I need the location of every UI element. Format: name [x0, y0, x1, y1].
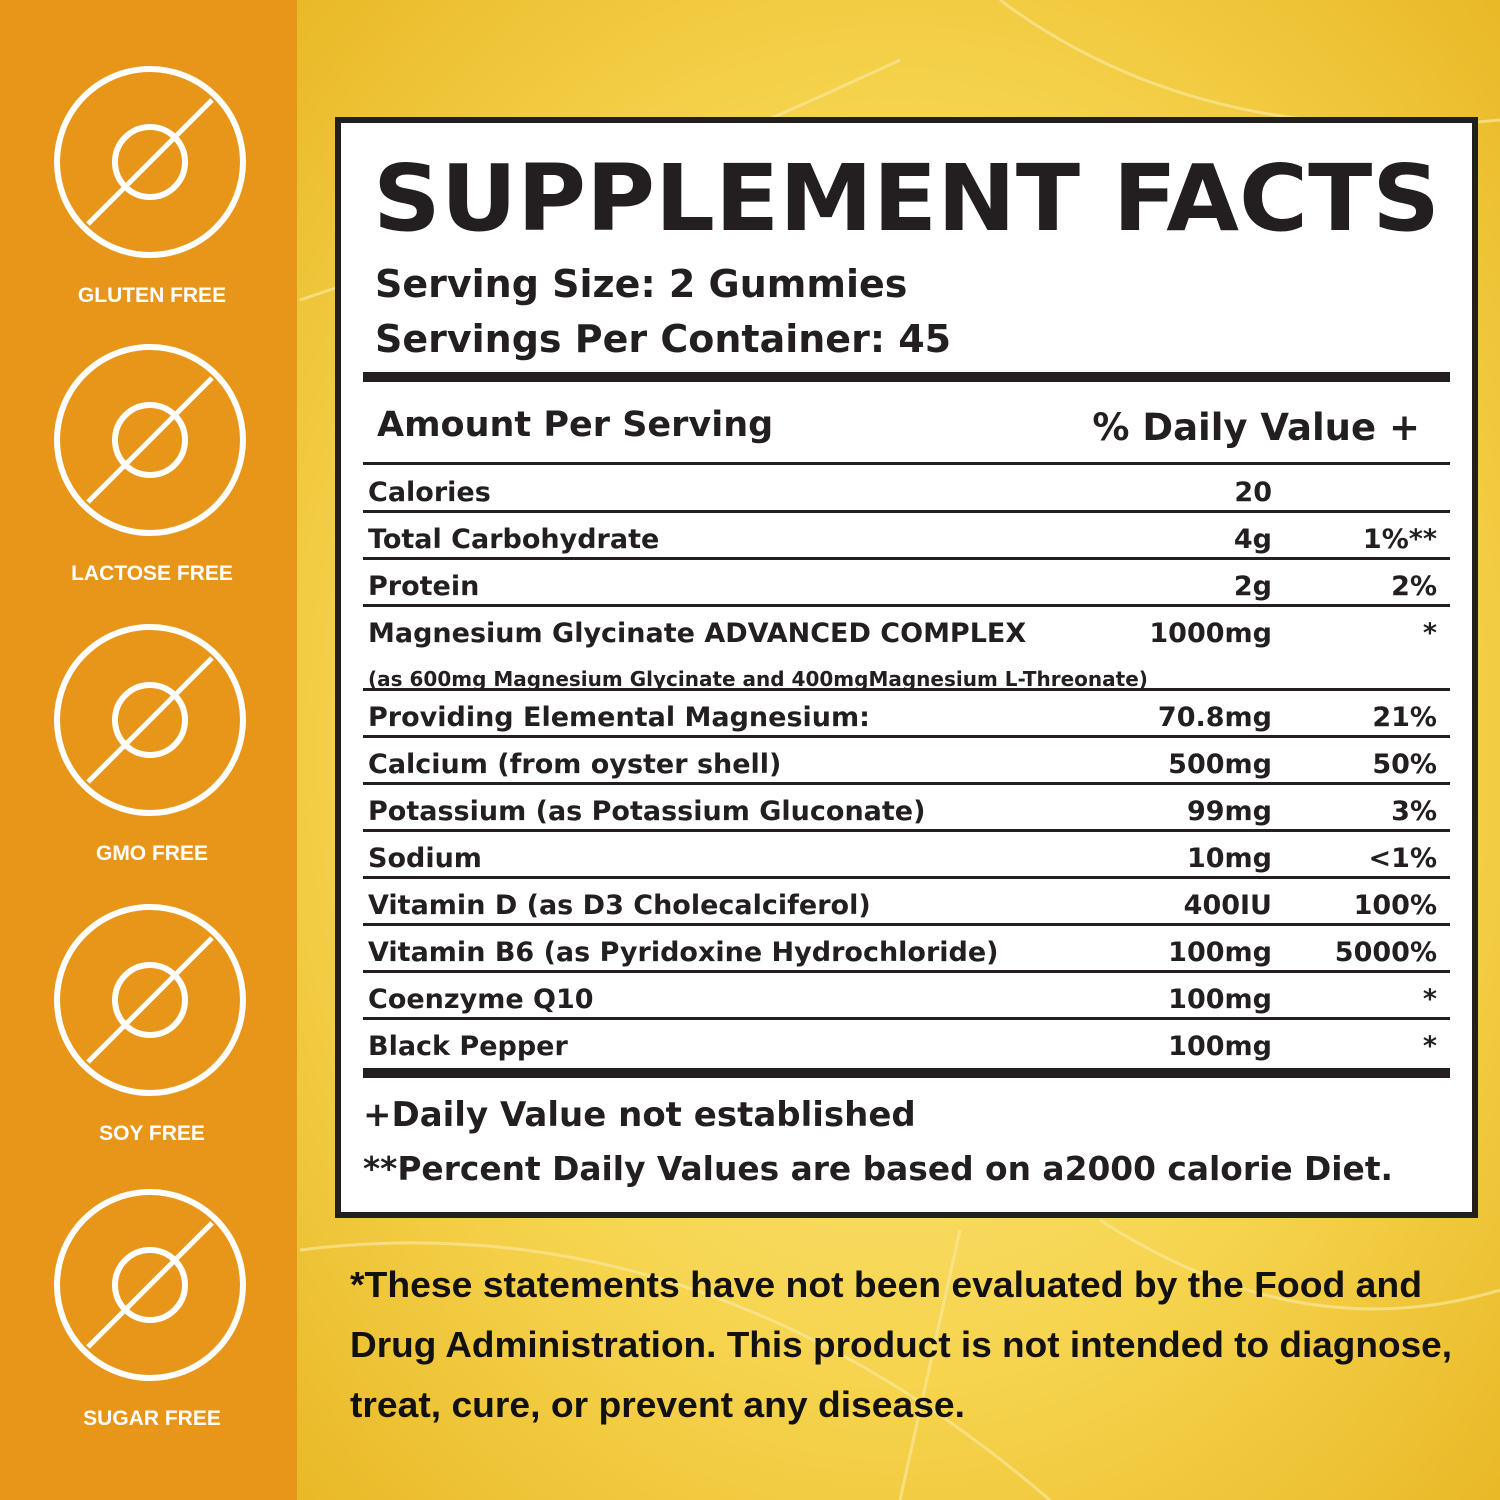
badge-label: GMO FREE [96, 842, 208, 865]
rule [363, 462, 1450, 465]
dv-header: % Daily Value + [1092, 406, 1420, 449]
row-rule [363, 1017, 1450, 1020]
nutrient-name: Potassium (as Potassium Gluconate) [368, 796, 925, 827]
facts-title: SUPPLEMENT FACTS [373, 145, 1440, 252]
nutrient-name: Vitamin B6 (as Pyridoxine Hydrochloride) [368, 937, 999, 968]
nutrient-dv: 50% [1372, 749, 1437, 780]
nutrient-amount: 70.8mg [1158, 702, 1272, 733]
badge-icon [112, 1247, 188, 1323]
row-rule [363, 604, 1450, 607]
nutrient-amount: 500mg [1168, 749, 1272, 780]
nutrient-dv: 21% [1372, 702, 1437, 733]
badge-label: GLUTEN FREE [78, 284, 226, 307]
row-rule [363, 557, 1450, 560]
nutrient-amount: 4g [1234, 524, 1272, 555]
badge-slash [86, 936, 214, 1064]
nutrient-dv: * [1423, 984, 1437, 1015]
rule [363, 372, 1450, 382]
badge-label: SOY FREE [99, 1122, 205, 1145]
servings-per-container: Servings Per Container: 45 [375, 317, 951, 361]
footnote: **Percent Daily Values are based on a200… [363, 1149, 1393, 1188]
badge-label: SUGAR FREE [83, 1407, 221, 1430]
badge-icon [112, 402, 188, 478]
nutrient-dv: 1%** [1363, 524, 1437, 555]
nutrient-name: Total Carbohydrate [368, 524, 659, 555]
nutrient-amount: 100mg [1168, 984, 1272, 1015]
nutrient-dv: 2% [1391, 571, 1437, 602]
nutrient-name: Calories [368, 477, 491, 508]
rule [363, 1068, 1450, 1078]
nutrient-dv: * [1423, 1031, 1437, 1062]
nutrient-note: (as 600mg Magnesium Glycinate and 400mgM… [368, 667, 1148, 691]
footnote: +Daily Value not established [363, 1095, 916, 1135]
facts-panel [335, 117, 1478, 1218]
nutrient-dv: <1% [1369, 843, 1437, 874]
nutrient-name: Black Pepper [368, 1031, 568, 1062]
badge-icon [112, 124, 188, 200]
row-rule [363, 782, 1450, 785]
badge-ring [54, 66, 246, 258]
amount-header: Amount Per Serving [377, 405, 773, 445]
badge-icon [112, 962, 188, 1038]
nutrient-amount: 2g [1234, 571, 1272, 602]
nutrient-name: Calcium (from oyster shell) [368, 749, 781, 780]
row-rule [363, 970, 1450, 973]
row-rule [363, 735, 1450, 738]
badge-slash [86, 656, 214, 784]
badge-ring [54, 1189, 246, 1381]
nutrient-dv: 100% [1354, 890, 1437, 921]
nutrient-amount: 99mg [1187, 796, 1272, 827]
badge-slash [86, 98, 214, 226]
row-rule [363, 876, 1450, 879]
badge-ring [54, 904, 246, 1096]
badge-icon [112, 682, 188, 758]
nutrient-name: Magnesium Glycinate ADVANCED COMPLEX [368, 618, 1026, 649]
nutrient-amount: 10mg [1187, 843, 1272, 874]
disclaimer-line: treat, cure, or prevent any disease. [350, 1384, 965, 1425]
row-rule [363, 510, 1450, 513]
row-rule [363, 688, 1450, 691]
serving-size: Serving Size: 2 Gummies [375, 262, 907, 306]
row-rule [363, 923, 1450, 926]
sidebar [0, 0, 297, 1500]
badge-ring [54, 624, 246, 816]
nutrient-amount: 20 [1234, 477, 1272, 508]
nutrient-name: Coenzyme Q10 [368, 984, 594, 1015]
badge-slash [86, 1221, 214, 1349]
nutrient-amount: 100mg [1168, 937, 1272, 968]
nutrient-dv: 3% [1391, 796, 1437, 827]
nutrient-dv: 5000% [1335, 937, 1437, 968]
badge-ring [54, 344, 246, 536]
nutrient-name: Protein [368, 571, 479, 602]
disclaimer-line: *These statements have not been evaluate… [350, 1264, 1422, 1305]
nutrient-name: Providing Elemental Magnesium: [368, 702, 870, 733]
nutrient-dv: * [1423, 618, 1437, 649]
nutrient-amount: 400IU [1184, 890, 1272, 921]
nutrient-amount: 1000mg [1149, 618, 1272, 649]
nutrient-amount: 100mg [1168, 1031, 1272, 1062]
disclaimer-line: Drug Administration. This product is not… [350, 1324, 1452, 1365]
badge-slash [86, 376, 214, 504]
nutrient-name: Sodium [368, 843, 482, 874]
row-rule [363, 829, 1450, 832]
nutrient-name: Vitamin D (as D3 Cholecalciferol) [368, 890, 871, 921]
badge-label: LACTOSE FREE [71, 562, 233, 585]
